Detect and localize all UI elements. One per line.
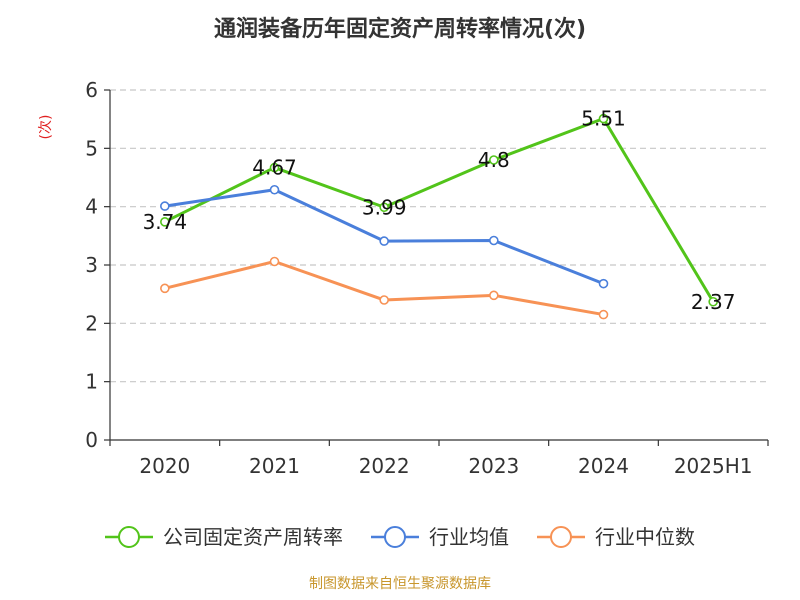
y-tick-label: 1 (85, 370, 98, 394)
data-label: 4.8 (478, 148, 510, 172)
chart-title: 通润装备历年固定资产周转率情况(次) (214, 16, 586, 42)
grid-lines (110, 89, 768, 383)
series-2-point[interactable] (269, 256, 280, 267)
y-tick-label: 2 (85, 311, 98, 335)
data-labels: 3.74 4.67 3.99 4.8 5.51 2.37 (143, 107, 736, 314)
data-label: 5.51 (581, 107, 626, 131)
data-label: 2.37 (691, 290, 736, 314)
legend-label: 公司固定资产周转率 (163, 525, 343, 549)
data-label: 4.67 (252, 156, 297, 180)
series-0-point[interactable] (489, 155, 499, 165)
legend-label: 行业中位数 (595, 525, 695, 549)
legend-item-0[interactable]: 公司固定资产周转率 (105, 525, 343, 549)
legend[interactable]: 公司固定资产周转率 行业均值 行业中位数 (105, 525, 695, 549)
series-1-point[interactable] (598, 278, 609, 289)
series-2-point[interactable] (379, 295, 389, 305)
y-tick-label: 0 (85, 428, 98, 452)
legend-label: 行业均值 (429, 525, 509, 549)
series-2-point[interactable] (489, 290, 499, 301)
data-label: 3.74 (143, 210, 188, 234)
source-note: 制图数据来自恒生聚源数据库 (309, 576, 491, 592)
series-line-2 (164, 260, 604, 317)
series-1-point[interactable] (379, 236, 389, 246)
series-0-point[interactable] (269, 162, 280, 173)
y-tick-label: 5 (85, 136, 98, 160)
x-tick-label: 2025H1 (674, 454, 753, 478)
series-lines (160, 113, 718, 320)
y-axis-unit-label: (次) (38, 115, 54, 140)
x-tick-label: 2021 (249, 454, 300, 478)
series-2-point[interactable] (160, 283, 170, 294)
data-label: 3.99 (362, 195, 407, 219)
legend-swatch-marker (118, 526, 140, 548)
axes: 0 1 2 3 4 5 6 2020 2021 2022 2023 2024 2025H1 (85, 78, 769, 478)
series-2-point[interactable] (598, 309, 609, 320)
series-1-point[interactable] (160, 201, 170, 211)
series-line-0 (164, 117, 715, 303)
legend-swatch-marker (384, 526, 406, 548)
series-0-point[interactable] (160, 217, 170, 227)
y-tick-label: 4 (85, 195, 98, 219)
y-tick-label: 3 (85, 253, 98, 277)
series-0-point[interactable] (708, 296, 718, 307)
series-0-point[interactable] (598, 113, 609, 124)
series-1-point[interactable] (269, 184, 280, 195)
x-tick-label: 2023 (468, 454, 519, 478)
y-tick-label: 6 (85, 78, 98, 102)
legend-item-2[interactable]: 行业中位数 (537, 525, 695, 549)
series-1-point[interactable] (489, 235, 499, 246)
x-tick-label: 2024 (578, 454, 629, 478)
series-0-point[interactable] (379, 202, 389, 213)
legend-item-1[interactable]: 行业均值 (371, 525, 509, 549)
legend-swatch-marker (550, 526, 572, 548)
x-tick-label: 2022 (359, 454, 410, 478)
x-tick-label: 2020 (139, 454, 190, 478)
